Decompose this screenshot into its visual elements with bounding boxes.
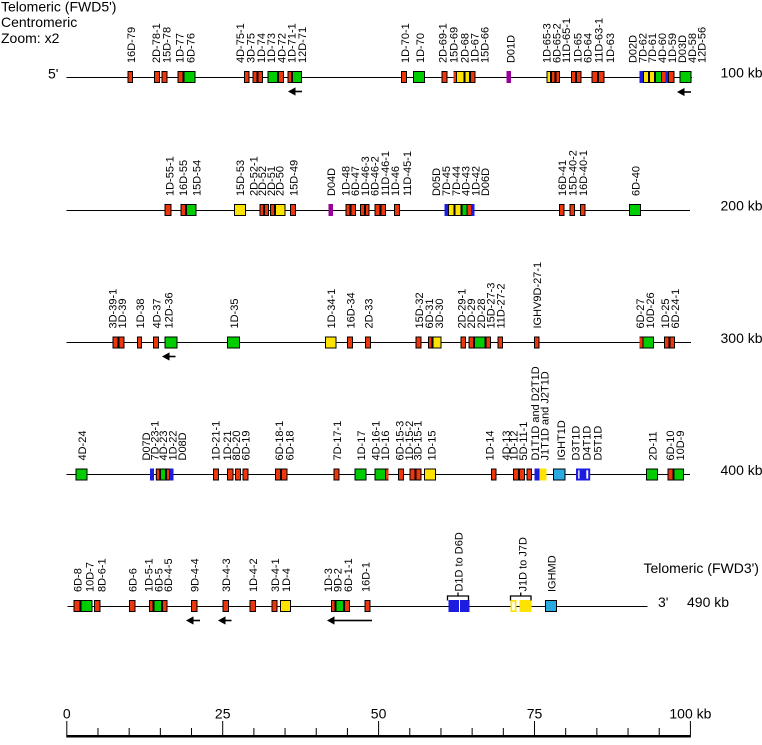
svg-text:8D-6-1: 8D-6-1 [96, 558, 108, 592]
svg-text:1D-14: 1D-14 [484, 431, 496, 461]
svg-text:15D-54: 15D-54 [191, 160, 203, 196]
svg-text:1D-46: 1D-46 [390, 166, 402, 196]
svg-text:1D-39: 1D-39 [117, 299, 129, 329]
svg-text:J1T1D and J2T1D: J1T1D and J2T1D [539, 371, 551, 460]
svg-text:100 kb: 100 kb [669, 706, 711, 722]
svg-text:11D-27-2: 11D-27-2 [496, 283, 508, 328]
svg-text:7D-17-1: 7D-17-1 [332, 421, 344, 461]
svg-text:75: 75 [527, 706, 543, 722]
svg-text:6D-19: 6D-19 [240, 431, 252, 461]
svg-text:25: 25 [215, 706, 231, 722]
svg-text:16D-55: 16D-55 [178, 160, 190, 196]
svg-text:300 kb: 300 kb [721, 330, 762, 346]
svg-text:12D-36: 12D-36 [163, 292, 175, 328]
svg-text:3': 3' [658, 594, 668, 610]
svg-text:16D-79: 16D-79 [126, 27, 138, 63]
svg-text:16D-34: 16D-34 [345, 292, 357, 328]
svg-text:50: 50 [371, 706, 387, 722]
svg-text:15D-66: 15D-66 [479, 27, 491, 63]
svg-text:D5T1D: D5T1D [592, 426, 604, 461]
svg-text:D06D: D06D [480, 168, 492, 196]
svg-text:6D-18: 6D-18 [284, 431, 296, 461]
svg-text:3D-15-1: 3D-15-1 [413, 421, 425, 461]
svg-text:6D-24-1: 6D-24-1 [670, 289, 682, 329]
svg-text:Telomeric (FWD3'): Telomeric (FWD3') [644, 560, 759, 576]
svg-text:IGHV9D-27-1: IGHV9D-27-1 [532, 262, 544, 329]
svg-text:15D-49: 15D-49 [288, 160, 300, 196]
svg-text:0: 0 [63, 706, 71, 722]
svg-text:10D-9: 10D-9 [675, 431, 687, 461]
svg-text:11D-45-1: 11D-45-1 [402, 151, 414, 196]
svg-text:D08D: D08D [177, 432, 189, 460]
svg-text:6D-1-1: 6D-1-1 [343, 558, 355, 592]
svg-text:Centromeric: Centromeric [1, 14, 77, 30]
svg-text:IGHT1D: IGHT1D [556, 420, 568, 460]
svg-text:1D-16: 1D-16 [380, 431, 392, 461]
svg-text:10D-7: 10D-7 [85, 562, 97, 592]
svg-text:16D-40-1: 16D-40-1 [578, 150, 590, 196]
svg-text:400 kb: 400 kb [721, 462, 762, 478]
svg-text:6D-40: 6D-40 [630, 166, 642, 196]
svg-text:12D-56: 12D-56 [697, 27, 709, 63]
svg-text:11D-65-1: 11D-65-1 [561, 18, 573, 63]
svg-text:4D-24: 4D-24 [77, 431, 89, 461]
svg-text:2D-33: 2D-33 [363, 299, 375, 329]
svg-text:D01D: D01D [505, 35, 517, 63]
svg-text:1D-70: 1D-70 [415, 33, 427, 63]
svg-text:1D-34-1: 1D-34-1 [326, 289, 338, 329]
svg-text:J1D to J7D: J1D to J7D [517, 537, 529, 591]
svg-text:1D-4-2: 1D-4-2 [248, 558, 260, 592]
svg-text:6D-6: 6D-6 [128, 568, 140, 592]
svg-text:2D-11: 2D-11 [647, 431, 659, 460]
svg-text:6D-4-5: 6D-4-5 [163, 558, 175, 592]
svg-text:9D-4-4: 9D-4-4 [190, 558, 202, 592]
svg-text:15D-78: 15D-78 [162, 27, 174, 63]
svg-text:100 kb: 100 kb [721, 65, 762, 81]
svg-text:16D-1: 16D-1 [361, 562, 373, 592]
svg-text:12D-71: 12D-71 [297, 27, 309, 63]
svg-text:200 kb: 200 kb [721, 198, 762, 214]
svg-text:Telomeric (FWD5'): Telomeric (FWD5') [1, 0, 116, 15]
svg-text:1D-35: 1D-35 [229, 299, 241, 329]
svg-text:3D-30: 3D-30 [434, 299, 446, 329]
svg-text:D1D to D6D: D1D to D6D [453, 532, 465, 591]
svg-text:5': 5' [48, 66, 58, 82]
svg-text:1D-17: 1D-17 [356, 431, 368, 461]
svg-text:1D-70-1: 1D-70-1 [400, 23, 412, 63]
svg-text:2D-50: 2D-50 [275, 166, 287, 196]
svg-text:10D-26: 10D-26 [645, 292, 657, 328]
svg-text:490 kb: 490 kb [687, 594, 729, 610]
svg-text:1D-63: 1D-63 [605, 33, 617, 63]
svg-text:3D-4-3: 3D-4-3 [221, 558, 233, 592]
svg-text:D04D: D04D [326, 168, 338, 196]
svg-text:15D-53: 15D-53 [235, 160, 247, 196]
svg-text:1D-38: 1D-38 [135, 299, 147, 329]
svg-text:1D-4: 1D-4 [281, 568, 293, 592]
svg-text:6D-8: 6D-8 [73, 568, 85, 592]
svg-text:5D-11-1: 5D-11-1 [518, 422, 530, 461]
svg-text:1D-21-1: 1D-21-1 [210, 421, 222, 461]
svg-text:4D-37: 4D-37 [151, 299, 163, 329]
svg-text:11D-63-1: 11D-63-1 [593, 18, 605, 63]
svg-text:IGHMD: IGHMD [546, 555, 558, 592]
svg-text:1D-55-1: 1D-55-1 [164, 156, 176, 196]
svg-text:1D-15: 1D-15 [427, 431, 439, 461]
svg-text:6D-76: 6D-76 [186, 33, 198, 63]
svg-text:Zoom: x2: Zoom: x2 [1, 30, 60, 46]
